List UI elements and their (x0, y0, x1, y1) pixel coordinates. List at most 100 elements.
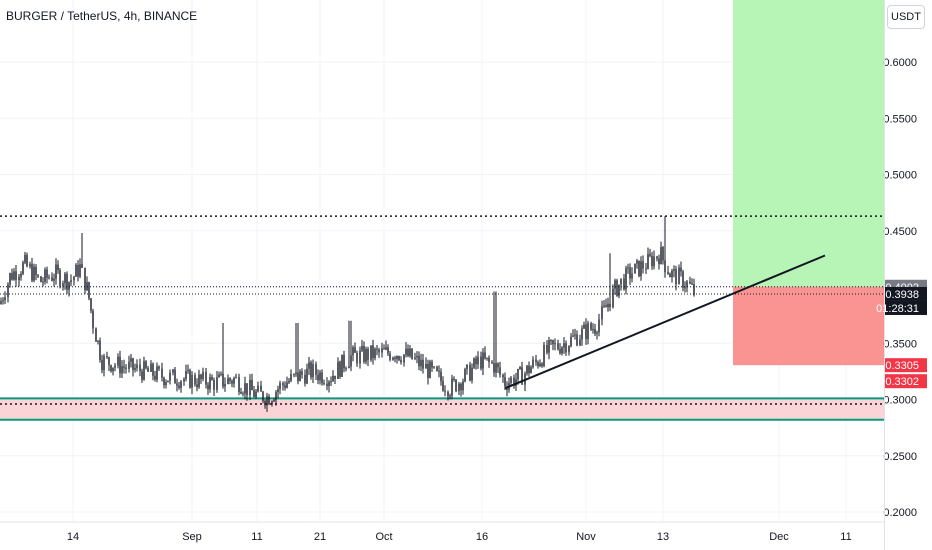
candle-body (246, 383, 248, 396)
candle-body (414, 357, 416, 359)
candle-body (244, 383, 246, 394)
candle-body (293, 374, 295, 376)
candle-body (605, 305, 607, 308)
candle-body (99, 340, 101, 361)
candle-body (136, 364, 138, 369)
candle-body (642, 261, 644, 269)
candle-body (433, 366, 435, 368)
candle-body (620, 278, 622, 285)
candle-body (488, 357, 490, 363)
candle-body (675, 269, 677, 285)
candle-body (343, 354, 345, 369)
candle-body (341, 354, 343, 377)
candle-body (20, 273, 22, 277)
price-axis-tick-label: 0.5000 (883, 170, 917, 182)
candle-body (231, 380, 233, 384)
time-axis-label: 21 (314, 531, 326, 543)
candle-body (213, 380, 215, 390)
candle-body (664, 260, 666, 273)
candle-body (7, 284, 9, 298)
currency-button[interactable]: USDT (887, 5, 925, 29)
candle-body (691, 283, 693, 285)
candle-body (502, 374, 504, 378)
candle-body (218, 374, 220, 378)
candle-body (385, 347, 387, 350)
price-axis-tick-label: 0.2000 (883, 507, 917, 519)
candle-body (568, 346, 570, 353)
candle-body (9, 273, 11, 285)
candle-body (306, 368, 308, 384)
candle-body (339, 361, 341, 377)
candle-body (108, 357, 110, 366)
loss-zone[interactable] (733, 286, 884, 366)
candle-body (431, 361, 433, 368)
candle-body (310, 362, 312, 378)
candle-body (348, 366, 350, 369)
candle-body (134, 368, 136, 370)
candle-body (535, 359, 537, 363)
candle-body (422, 359, 424, 369)
price-axis-label-bg (885, 374, 927, 389)
candle-body (394, 357, 396, 360)
candle-body (257, 385, 259, 392)
candle-body (363, 345, 365, 362)
candle-body (601, 306, 603, 320)
price-axis-tick-label: 0.4500 (883, 226, 917, 238)
candle-body (495, 363, 497, 373)
candle-body (491, 362, 493, 364)
candle-body (209, 377, 211, 390)
trendline[interactable] (504, 254, 826, 390)
candle-body (574, 334, 576, 336)
candle-body (222, 373, 224, 387)
candle-body (367, 348, 369, 360)
candle-body (416, 355, 418, 358)
candle-body (418, 355, 420, 367)
candle-body (356, 352, 358, 364)
candle-body (249, 379, 251, 396)
candle-body (541, 363, 543, 367)
candle-body (326, 383, 328, 387)
candle-body (449, 395, 451, 397)
candle-body (378, 349, 380, 353)
support-zone[interactable] (0, 398, 884, 420)
candle-body (354, 347, 356, 353)
candle-body (141, 371, 143, 380)
price-axis-label-bg (885, 300, 927, 315)
candle-body (119, 356, 121, 374)
candle-body (24, 254, 26, 263)
candle-body (42, 281, 44, 283)
time-axis-label: 11 (840, 531, 851, 543)
candle-body (653, 256, 655, 267)
price-axis-tick-label: 0.5500 (883, 113, 917, 125)
candle-body (477, 356, 479, 365)
candle-body (561, 347, 563, 354)
candle-body (438, 370, 440, 372)
candle-body (640, 261, 642, 277)
candle-body (264, 401, 266, 406)
candle-body (460, 383, 462, 391)
candle-body (376, 348, 378, 350)
candle-body (156, 366, 158, 380)
candle-body (526, 365, 528, 374)
candle-body (158, 366, 160, 369)
candle-body (328, 381, 330, 387)
time-axis-label: 16 (476, 531, 488, 543)
candle-body (539, 363, 541, 367)
candle-body (680, 267, 682, 272)
candle-body (420, 359, 422, 367)
candle-body (143, 361, 145, 380)
candle-body (260, 385, 262, 392)
candle-body (618, 284, 620, 296)
candle-body (33, 266, 35, 281)
candle-body (233, 377, 235, 384)
profit-zone[interactable] (733, 0, 884, 287)
candle-body (167, 380, 169, 383)
price-axis-label: 0.3302 (885, 376, 919, 388)
candle-body (427, 363, 429, 378)
candle-body (262, 391, 264, 402)
candle-body (543, 345, 545, 367)
candle-body (557, 343, 559, 350)
candle-body (205, 371, 207, 385)
